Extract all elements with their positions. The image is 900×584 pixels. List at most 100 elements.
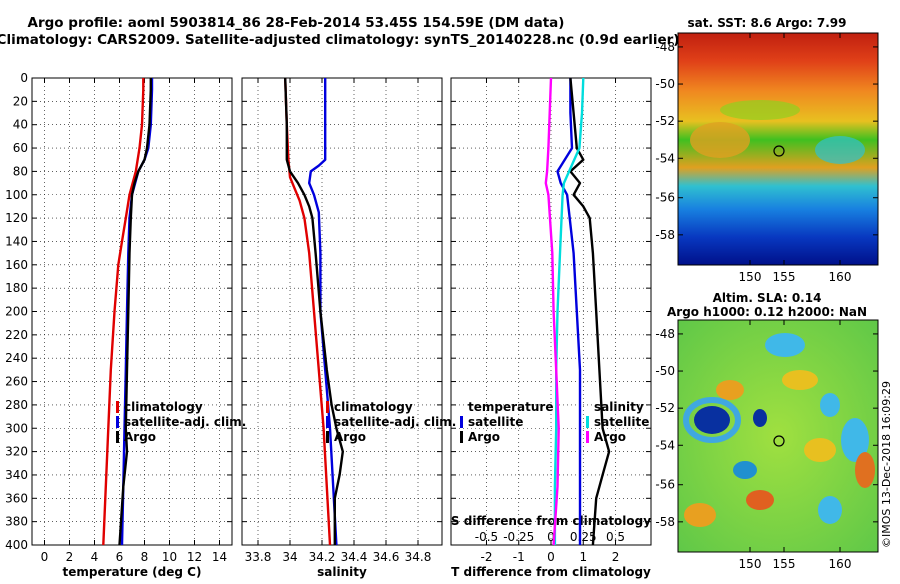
x-tick-label: 34: [282, 550, 297, 564]
y-tick-label: 140: [5, 234, 28, 248]
x-tick-label: 33.8: [245, 550, 272, 564]
sla-high: [716, 380, 744, 400]
sla-map-title-2: Argo h1000: 0.12 h2000: NaN: [667, 305, 867, 319]
y-tick-label: 320: [5, 445, 28, 459]
y-tick-label: 180: [5, 281, 28, 295]
legend-salinity-heading: salinity: [594, 400, 644, 414]
y-tick-label: 120: [5, 211, 28, 225]
s-axis-label: S difference from climatology: [451, 514, 651, 528]
series-line-argo: [284, 77, 344, 545]
sst-map-axes: -48 -50 -52 -54 -56 -58 150 155 160: [655, 33, 878, 284]
sst-warm-patch: [690, 122, 750, 158]
lat-tick-label: -52: [655, 401, 675, 415]
x-axis-label: T difference from climatology: [451, 565, 651, 579]
s-tick-label: 0.5: [606, 530, 625, 544]
sla-eddy: [753, 409, 767, 427]
legend-label-argo: Argo: [124, 430, 156, 444]
imos-credit: ©IMOS 13-Dec-2018 16:09:29: [880, 381, 893, 548]
x-tick-label: -2: [480, 550, 492, 564]
legend-swatch-t-argo: [460, 431, 463, 443]
legend-label-t-argo: Argo: [468, 430, 500, 444]
lat-tick-label: -58: [655, 228, 675, 242]
x-tick-label: -1: [513, 550, 525, 564]
lat-tick-label: -50: [655, 77, 675, 91]
difference-panel: -2 -1 0 1 2T difference from climatology -0.5…: [450, 77, 652, 579]
legend-swatch-satellite: [116, 416, 119, 428]
legend-swatch-s-satellite: [586, 416, 589, 428]
sla-eddy: [733, 461, 757, 479]
sla-eddy: [683, 397, 741, 443]
legend-label-t-satellite: satellite: [468, 415, 523, 429]
x-tick-label: 2: [66, 550, 74, 564]
sst-map: sat. SST: 8.6 Argo: 7.99 -48 -50 -52 -54 -56…: [655, 16, 879, 284]
lon-tick-label: 155: [773, 270, 796, 284]
sst-cool-patch: [815, 136, 865, 164]
sla-high: [684, 503, 716, 527]
lon-tick-label: 155: [773, 557, 796, 571]
legend-label-satellite: satellite-adj. clim.: [124, 415, 246, 429]
lon-tick-label: 160: [829, 270, 852, 284]
y-tick-label: 20: [13, 94, 28, 108]
x-tick-label: 34.4: [341, 550, 368, 564]
salinity-legend: climatology satellite-adj. clim. Argo: [326, 400, 456, 444]
temperature-panel: 0204060801001201401601802002202402602803…: [5, 71, 233, 579]
sst-map-title: sat. SST: 8.6 Argo: 7.99: [687, 16, 846, 30]
y-tick-label: 80: [13, 164, 28, 178]
sla-eddy: [694, 406, 730, 434]
legend-swatch-argo: [116, 431, 119, 443]
sla-high: [855, 452, 875, 488]
temperature-legend: climatology satellite-adj. clim. Argo: [116, 400, 246, 444]
y-tick-label: 100: [5, 188, 28, 202]
x-tick-label: 6: [116, 550, 124, 564]
x-tick-label: 0: [547, 550, 555, 564]
legend-label-climatology: climatology: [124, 400, 203, 414]
x-tick-label: 4: [91, 550, 99, 564]
x-tick-label: 0: [41, 550, 49, 564]
sla-eddy: [841, 418, 869, 462]
series-line-salinity-satellite: [553, 77, 585, 545]
legend-swatch-argo: [326, 431, 329, 443]
legend-swatch-s-argo: [586, 431, 589, 443]
series-line-climatology: [284, 77, 332, 546]
y-tick-label: 280: [5, 398, 28, 412]
s-tick-label: -0.5: [475, 530, 498, 544]
difference-legend: temperature satellite Argo salinity sate…: [460, 400, 649, 444]
lat-tick-label: -54: [655, 438, 675, 452]
y-tick-label: 160: [5, 258, 28, 272]
sla-eddy: [820, 393, 840, 417]
lat-tick-label: -50: [655, 364, 675, 378]
lon-tick-label: 150: [739, 270, 762, 284]
legend-swatch-satellite: [326, 416, 329, 428]
argo-location-marker: [773, 435, 785, 447]
series-line-temperature-argo: [569, 77, 611, 546]
sla-eddy: [818, 496, 842, 524]
sla-eddy: [765, 333, 805, 357]
y-tick-label: 0: [20, 71, 28, 85]
legend-label-s-argo: Argo: [594, 430, 626, 444]
x-tick-label: 34.6: [373, 550, 400, 564]
title-line-1: Argo profile: aoml 5903814_86 28-Feb-201…: [28, 15, 565, 31]
sla-high: [746, 490, 774, 510]
lon-tick-label: 150: [739, 557, 762, 571]
sla-high: [804, 438, 836, 462]
sst-map-frame: [677, 32, 879, 266]
x-tick-label: 1: [579, 550, 587, 564]
series-line-satellite-adj-clim-: [308, 78, 338, 546]
lat-tick-label: -48: [655, 327, 675, 341]
argo-location-marker: [773, 145, 785, 157]
legend-label-s-satellite: satellite: [594, 415, 649, 429]
y-tick-label: 380: [5, 515, 28, 529]
legend-label-argo: Argo: [334, 430, 366, 444]
x-axis-label: salinity: [317, 565, 367, 579]
lat-tick-label: -52: [655, 114, 675, 128]
y-tick-label: 220: [5, 328, 28, 342]
y-tick-label: 360: [5, 491, 28, 505]
sla-high: [782, 370, 818, 390]
y-tick-label: 340: [5, 468, 28, 482]
sla-map-frame: [677, 319, 879, 553]
lon-tick-label: 160: [829, 557, 852, 571]
legend-label-climatology: climatology: [334, 400, 413, 414]
sla-map-axes: -48 -50 -52 -54 -56 -58 150 155 160: [655, 320, 878, 571]
x-tick-label: 2: [612, 550, 620, 564]
s-tick-label: 0.25: [570, 530, 597, 544]
